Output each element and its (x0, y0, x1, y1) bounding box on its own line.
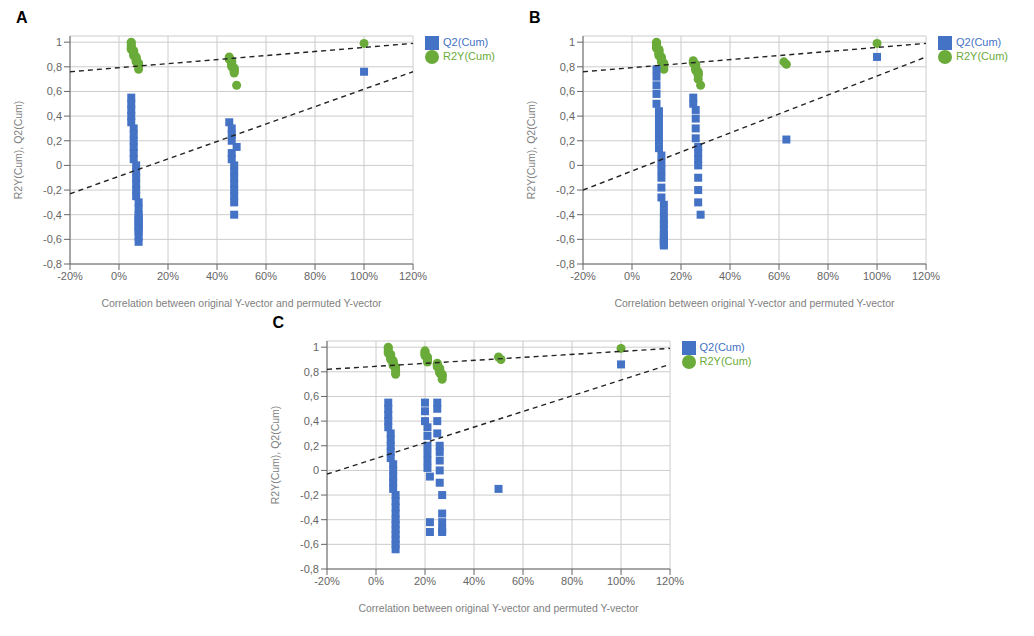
svg-text:0,6: 0,6 (47, 85, 62, 97)
svg-text:120%: 120% (655, 575, 683, 587)
svg-text:1: 1 (312, 341, 318, 353)
svg-text:0: 0 (56, 159, 62, 171)
svg-text:120%: 120% (399, 270, 427, 282)
svg-text:20%: 20% (157, 270, 179, 282)
svg-text:Correlation between original Y: Correlation between original Y-vector an… (101, 297, 382, 309)
svg-text:40%: 40% (463, 575, 485, 587)
svg-text:0,4: 0,4 (560, 110, 575, 122)
svg-text:60%: 60% (512, 575, 534, 587)
svg-text:0,8: 0,8 (560, 61, 575, 73)
svg-text:40%: 40% (206, 270, 228, 282)
svg-text:80%: 80% (304, 270, 326, 282)
svg-text:0,6: 0,6 (303, 390, 318, 402)
svg-text:0%: 0% (111, 270, 127, 282)
svg-text:-0,4: -0,4 (556, 209, 575, 221)
svg-text:-0,4: -0,4 (300, 514, 319, 526)
svg-text:Correlation between original Y: Correlation between original Y-vector an… (614, 297, 895, 309)
svg-text:R2Y(Cum), Q2(Cum): R2Y(Cum), Q2(Cum) (12, 101, 24, 200)
html-text:A: A (16, 9, 28, 26)
svg-text:0,2: 0,2 (47, 135, 62, 147)
svg-text:-0,2: -0,2 (300, 489, 319, 501)
svg-text:-20%: -20% (314, 575, 340, 587)
svg-text:0,4: 0,4 (47, 110, 62, 122)
html-text:C: C (272, 314, 285, 331)
html-text:Q2(Cum): Q2(Cum) (443, 36, 489, 48)
svg-text:0%: 0% (368, 575, 384, 587)
svg-text:120%: 120% (912, 270, 940, 282)
svg-text:-0,4: -0,4 (43, 209, 62, 221)
svg-text:100%: 100% (863, 270, 891, 282)
svg-text:R2Y(Cum), Q2(Cum): R2Y(Cum), Q2(Cum) (268, 406, 280, 505)
svg-text:0,6: 0,6 (560, 85, 575, 97)
svg-text:0,2: 0,2 (560, 135, 575, 147)
svg-text:-20%: -20% (57, 270, 83, 282)
svg-text:60%: 60% (768, 270, 790, 282)
svg-text:-0,8: -0,8 (300, 563, 319, 575)
svg-text:80%: 80% (817, 270, 839, 282)
svg-text:-0,6: -0,6 (556, 233, 575, 245)
svg-text:0,8: 0,8 (47, 61, 62, 73)
svg-text:-0,6: -0,6 (300, 538, 319, 550)
svg-text:R2Y(Cum), Q2(Cum): R2Y(Cum), Q2(Cum) (525, 101, 537, 200)
svg-text:0: 0 (569, 159, 575, 171)
html-text:R2Y(Cum): R2Y(Cum) (956, 50, 1008, 63)
svg-text:20%: 20% (413, 575, 435, 587)
html-text:Q2(Cum): Q2(Cum) (699, 341, 745, 353)
svg-text:-0,6: -0,6 (43, 233, 62, 245)
svg-text:1: 1 (56, 36, 62, 48)
svg-text:0,2: 0,2 (303, 440, 318, 452)
svg-text:100%: 100% (606, 575, 634, 587)
svg-text:-0,8: -0,8 (43, 258, 62, 270)
html-text:R2Y(Cum): R2Y(Cum) (699, 355, 752, 368)
svg-text:60%: 60% (255, 270, 277, 282)
html-text:Q2(Cum): Q2(Cum) (956, 36, 1002, 48)
svg-text:1: 1 (569, 36, 575, 48)
svg-text:0: 0 (312, 464, 318, 476)
svg-text:40%: 40% (719, 270, 741, 282)
html-text:R2Y(Cum): R2Y(Cum) (443, 50, 495, 63)
svg-text:-0,2: -0,2 (43, 184, 62, 196)
svg-text:0%: 0% (624, 270, 640, 282)
svg-text:-0,2: -0,2 (556, 184, 575, 196)
svg-text:0,4: 0,4 (303, 415, 318, 427)
html-text:B: B (529, 9, 541, 26)
svg-text:-0,8: -0,8 (556, 258, 575, 270)
svg-text:80%: 80% (561, 575, 583, 587)
svg-text:0,8: 0,8 (303, 366, 318, 378)
svg-text:20%: 20% (670, 270, 692, 282)
svg-text:Correlation between original Y: Correlation between original Y-vector an… (358, 602, 639, 614)
svg-text:-20%: -20% (570, 270, 596, 282)
svg-text:100%: 100% (350, 270, 378, 282)
